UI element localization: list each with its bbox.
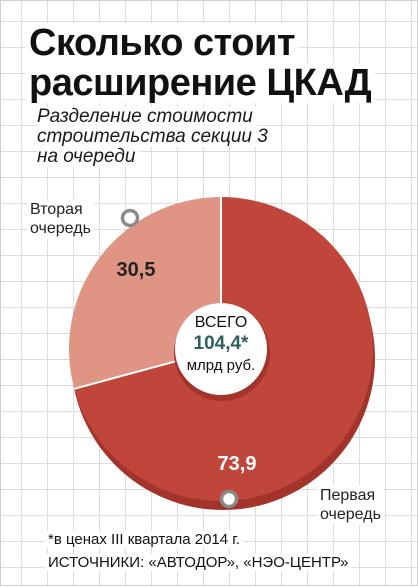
donut-slice-2 (68, 197, 221, 389)
sources-note: ИСТОЧНИКИ: «АВТОДОР», «НЭО-ЦЕНТР» (45, 554, 352, 571)
center-total-value: 104,4* (193, 333, 249, 354)
leader-marker-1 (219, 489, 239, 509)
price-footnote: *в ценах III квартала 2014 г. (45, 531, 244, 548)
legend-label-second-stage: Вторая очередь (27, 199, 94, 239)
legend-label-first-stage: Первая очередь (317, 485, 384, 525)
chart-subtitle-line-3: на очереди (37, 147, 140, 167)
legend-label-second-line-1: Вторая (30, 201, 83, 218)
legend-label-second-line-2: очередь (30, 220, 91, 237)
slice-value-label-2: 30,5 (117, 259, 156, 281)
donut-hole (175, 303, 267, 395)
legend-label-first-line-1: Первая (320, 487, 376, 504)
chart-subtitle-line-1: Разделение стоимости (37, 107, 257, 127)
slice-value-label-1: 73,9 (218, 453, 257, 475)
center-total-label: ВСЕГО (194, 314, 248, 331)
chart-subtitle-line-2: строительства секции 3 (37, 127, 272, 147)
chart-title-line-2: расширение ЦКАД (25, 63, 376, 103)
slice-separator-2 (74, 360, 177, 390)
leader-marker-2 (120, 208, 140, 228)
center-total-unit: млрд руб. (186, 357, 256, 374)
donut-slice-1 (74, 197, 373, 501)
legend-label-first-line-2: очередь (320, 506, 381, 523)
chart-title-line-1: Сколько стоит (25, 23, 299, 63)
